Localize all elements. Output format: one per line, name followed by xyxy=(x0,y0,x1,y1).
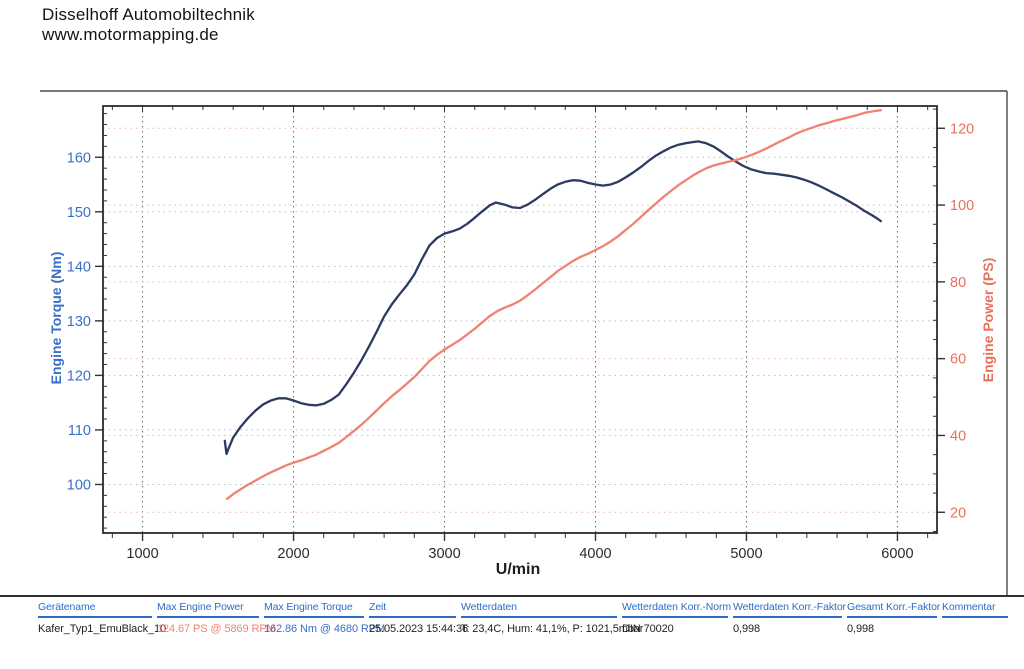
left-tick-label: 130 xyxy=(67,314,91,330)
results-table-row: Kafer_Typ1_EmuBlack_10 124.67 PS @ 5869 R… xyxy=(38,623,1018,635)
x-tick-label: 5000 xyxy=(730,546,762,562)
results-table: Gerätename Max Engine Power Max Engine Tor… xyxy=(38,601,1018,635)
cell-wetterdaten-korr-norm: DIN 70020 xyxy=(622,623,674,635)
column-header-max-engine-torque: Max Engine Torque xyxy=(264,601,364,618)
x-tick-label: 3000 xyxy=(428,546,460,562)
right-tick-label: 100 xyxy=(950,198,974,214)
cell-gesamt-korr-faktor: 0,998 xyxy=(847,623,875,635)
torque-curve xyxy=(223,140,882,456)
right-tick-label: 40 xyxy=(950,428,966,444)
left-tick-label: 120 xyxy=(67,368,91,384)
company-name: Disselhoff Automobiltechnik xyxy=(42,5,255,24)
results-table-header: Gerätename Max Engine Power Max Engine Tor… xyxy=(38,601,1018,618)
cell-wetterdaten-korr-faktor: 0,998 xyxy=(733,623,761,635)
left-tick-label: 100 xyxy=(67,477,91,493)
column-header-kommentar: Kommentar xyxy=(942,601,1008,618)
column-header-zeit: Zeit xyxy=(369,601,456,618)
right-tick-label: 120 xyxy=(950,121,974,137)
right-tick-label: 60 xyxy=(950,352,966,368)
column-header-wetterdaten-korr-faktor: Wetterdaten Korr.-Faktor xyxy=(733,601,846,618)
right-axis-title: Engine Power (PS) xyxy=(980,257,996,383)
column-header-gesamt-korr-faktor: Gesamt Korr.-Faktor xyxy=(847,601,940,618)
right-tick-label: 80 xyxy=(950,275,966,291)
x-tick-label: 4000 xyxy=(579,546,611,562)
column-header-wetterdaten: Wetterdaten xyxy=(461,601,617,618)
plot-frame xyxy=(102,105,938,534)
cell-wetterdaten: T: 23,4C, Hum: 41,1%, P: 1021,5mbar xyxy=(461,623,644,635)
left-tick-label: 160 xyxy=(67,150,91,166)
column-header-geraetename: Gerätename xyxy=(38,601,152,618)
cell-max-engine-power: 124.67 PS @ 5869 RPM xyxy=(157,623,276,635)
column-header-wetterdaten-korr-norm: Wetterdaten Korr.-Norm xyxy=(622,601,731,618)
cell-max-engine-torque: 162.86 Nm @ 4680 RPM xyxy=(264,623,386,635)
company-website: www.motormapping.de xyxy=(42,25,219,44)
x-tick-label: 2000 xyxy=(277,546,309,562)
x-axis-title: U/min xyxy=(495,561,541,578)
cell-geraetename: Kafer_Typ1_EmuBlack_10 xyxy=(38,623,167,635)
left-axis-title: Engine Torque (Nm) xyxy=(48,251,64,385)
left-tick-label: 110 xyxy=(68,423,91,439)
letterhead: Disselhoff Automobiltechnik www.motormap… xyxy=(42,5,255,45)
left-tick-label: 150 xyxy=(67,205,91,221)
right-tick-label: 20 xyxy=(950,505,966,521)
x-tick-label: 6000 xyxy=(881,546,913,562)
x-tick-label: 1000 xyxy=(126,546,158,562)
column-header-max-engine-power: Max Engine Power xyxy=(157,601,259,618)
power-curve xyxy=(225,109,882,500)
left-tick-label: 140 xyxy=(67,259,91,275)
cell-zeit: 25.05.2023 15:44:36 xyxy=(369,623,469,635)
